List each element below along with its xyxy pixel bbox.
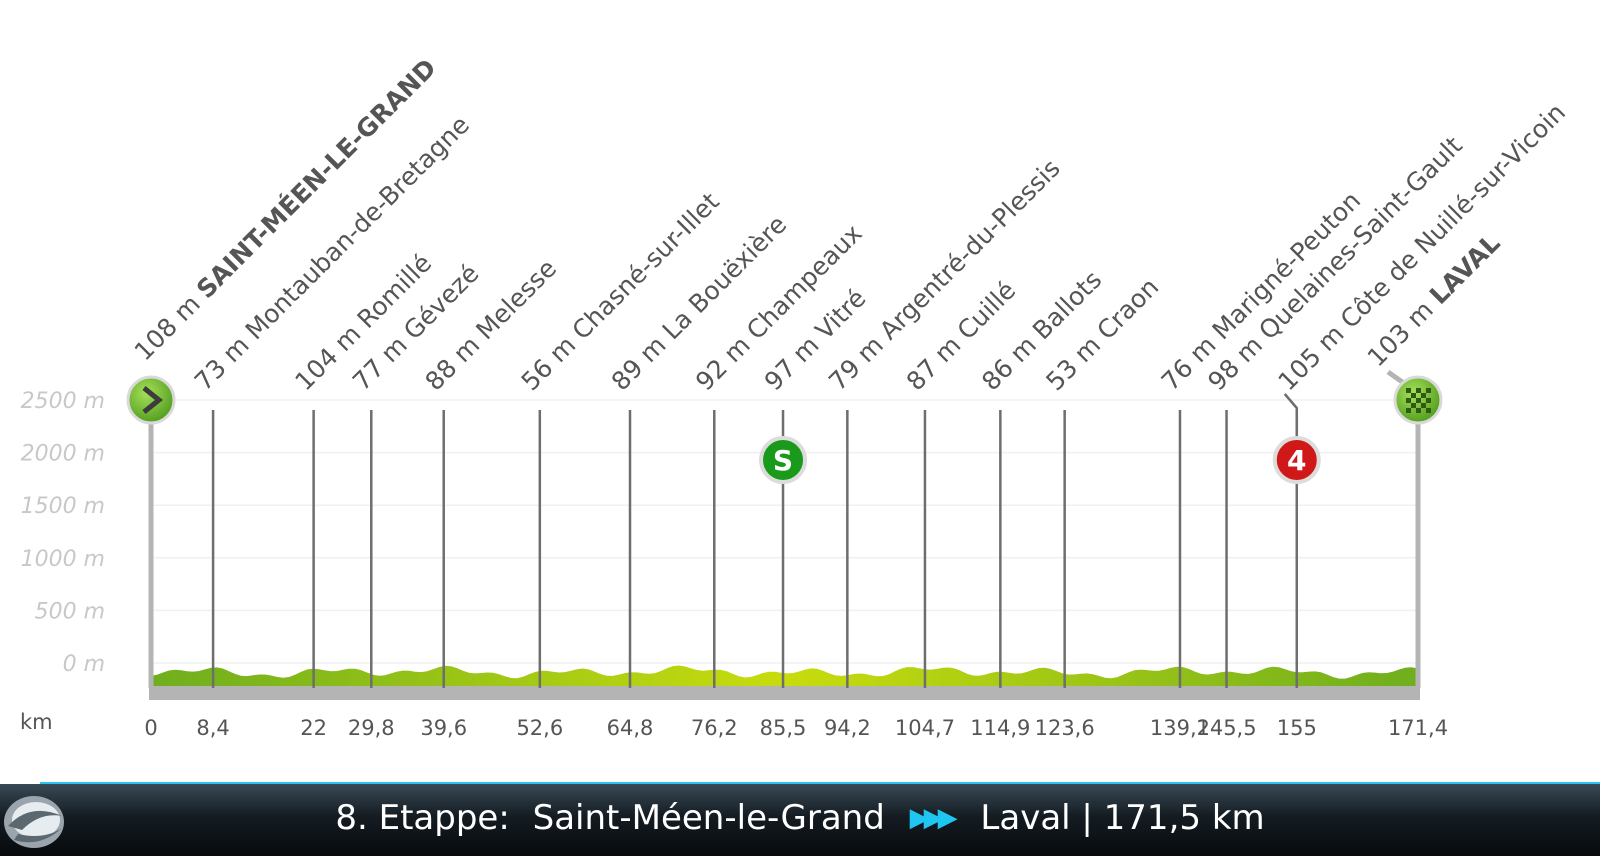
location-label: 76 m Marigné-Peuton xyxy=(1156,186,1366,396)
km-tick-label: 76,2 xyxy=(691,716,738,740)
checkered-flag-square xyxy=(1406,408,1411,413)
start-arrow-icon xyxy=(142,386,164,414)
checkered-flag-square xyxy=(1421,393,1426,398)
location-name: Cuillé xyxy=(952,276,1022,346)
location-label: 98 m Quelaines-Saint-Gault xyxy=(1202,131,1468,397)
km-tick-label: 8,4 xyxy=(196,716,229,740)
km-tick-label: 0 xyxy=(144,716,157,740)
km-unit-label: km xyxy=(20,710,53,734)
km-tick-label: 94,2 xyxy=(824,716,871,740)
km-tick-label: 29,8 xyxy=(348,716,395,740)
location-lines xyxy=(148,369,1421,688)
checkered-flag-square xyxy=(1411,403,1416,408)
location-label: 53 m Craon xyxy=(1040,272,1164,396)
checkered-flag-square xyxy=(1426,408,1431,413)
y-axis-label: 500 m xyxy=(35,599,105,624)
km-tick-label: 39,6 xyxy=(420,716,467,740)
checkered-flag-square xyxy=(1416,408,1421,413)
km-tick-label: 64,8 xyxy=(607,716,654,740)
checkered-flag-square xyxy=(1426,398,1431,403)
checkered-flag-square xyxy=(1406,388,1411,393)
climb-category-icon xyxy=(1272,436,1321,484)
checkered-flag-square xyxy=(1406,398,1411,403)
grid-lines xyxy=(151,399,1418,664)
marker-label: 4 xyxy=(1287,444,1306,477)
y-axis-label: 1000 m xyxy=(21,547,105,572)
stage-footer xyxy=(0,784,1600,856)
start-icon xyxy=(126,375,176,425)
km-tick-label: 22 xyxy=(300,716,327,740)
location-name: Chasné-sur-Illet xyxy=(567,187,725,345)
km-tick-label: 139,2 xyxy=(1150,716,1210,740)
y-axis-label: 1500 m xyxy=(21,494,105,519)
location-name: Melesse xyxy=(470,254,562,346)
stage-start: Saint-Méen-le-Grand xyxy=(532,798,885,838)
checkered-flag-square xyxy=(1421,403,1426,408)
marker-label: S xyxy=(773,444,793,477)
y-axis-label: 2500 m xyxy=(21,389,105,414)
km-tick-label: 85,5 xyxy=(760,716,807,740)
km-tick-label: 114,9 xyxy=(970,716,1030,740)
y-axis-label: 2000 m xyxy=(21,442,105,467)
profile-base xyxy=(149,686,1420,700)
checkered-flag-square xyxy=(1411,393,1416,398)
climb-connector xyxy=(1283,393,1299,440)
elevation-profile xyxy=(151,665,1418,686)
km-axis-labels: 0 8,4 22 29,8 39,6 52,6 64,8 76,2 85,5 94,2 104,7 1… xyxy=(144,716,1448,740)
location-altitude: 108 m xyxy=(129,284,212,367)
y-axis-labels: 2500 m 2000 m 1500 m 1000 m 500 m 0 m xyxy=(21,389,105,677)
checkered-flag-square xyxy=(1426,388,1431,393)
stage-finish: Laval | 171,5 km xyxy=(980,798,1265,838)
km-tick-label: 52,6 xyxy=(516,716,563,740)
km-tick-label: 123,6 xyxy=(1035,716,1095,740)
checkered-flag-square xyxy=(1416,398,1421,403)
km-tick-label: 104,7 xyxy=(895,716,955,740)
sprint-icon xyxy=(759,436,808,484)
broadcaster-logo-icon xyxy=(4,796,64,848)
km-tick-label: 171,4 xyxy=(1388,716,1448,740)
y-axis-label: 0 m xyxy=(63,652,105,677)
direction-arrows-icon: ▶▶▶ xyxy=(909,803,958,833)
km-tick-label: 155 xyxy=(1277,716,1317,740)
stage-title: 8. Etappe: Saint-Méen-le-Grand ▶▶▶ Laval… xyxy=(0,796,1600,840)
checkered-flag-square xyxy=(1416,388,1421,393)
km-tick-label: 145,5 xyxy=(1196,716,1256,740)
stage-number: 8. Etappe: xyxy=(335,798,510,838)
